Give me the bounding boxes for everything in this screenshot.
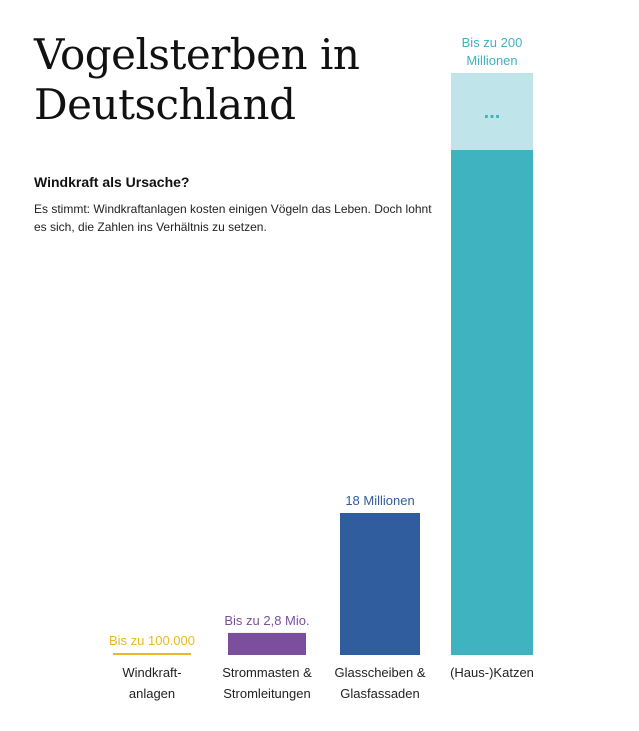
data-label: Bis zu 2,8 Mio. bbox=[224, 613, 309, 628]
category-label: (Haus-)Katzen bbox=[450, 665, 534, 680]
bar-break-ellipsis: ... bbox=[484, 101, 501, 123]
chart-title: Vogelsterben in Deutschland bbox=[34, 30, 360, 129]
chart-description: Es stimmt: Windkraftanlagen kosten einig… bbox=[34, 202, 432, 234]
bar bbox=[228, 632, 306, 655]
category-label: Strommasten & Stromleitungen bbox=[222, 665, 312, 701]
category-label: Glasscheiben & Glasfassaden bbox=[334, 665, 425, 701]
bar bbox=[113, 653, 191, 655]
bar bbox=[340, 513, 420, 655]
data-label: Bis zu 100.000 bbox=[109, 633, 195, 648]
data-label: 18 Millionen bbox=[345, 493, 414, 508]
bar-break-segment bbox=[451, 73, 533, 150]
chart-subtitle: Windkraft als Ursache? bbox=[34, 174, 190, 190]
data-label: Bis zu 200 Millionen bbox=[462, 35, 523, 68]
category-label: Windkraft-anlagen bbox=[122, 665, 181, 701]
bar bbox=[451, 150, 533, 655]
